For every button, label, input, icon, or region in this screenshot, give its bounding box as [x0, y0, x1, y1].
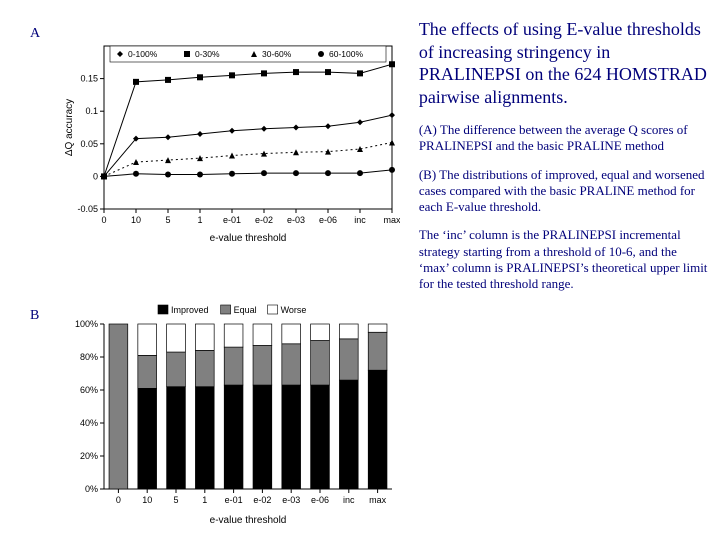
- svg-text:inc: inc: [343, 495, 355, 505]
- svg-text:0-100%: 0-100%: [128, 49, 158, 59]
- chart-b-stackedbar: 0% 20% 40% 60% 80% 100% 0 10 5 1 e-01 e-02 e-03 e-06 i…: [60, 300, 400, 525]
- svg-text:40%: 40%: [80, 418, 98, 428]
- svg-text:e-value threshold: e-value threshold: [210, 233, 287, 244]
- svg-text:0%: 0%: [85, 484, 98, 494]
- svg-text:0.15: 0.15: [80, 74, 98, 84]
- caption-b: (B) The distributions of improved, equal…: [419, 167, 708, 216]
- svg-text:e-01: e-01: [223, 215, 241, 225]
- svg-text:5: 5: [173, 495, 178, 505]
- svg-text:ΔQ accuracy: ΔQ accuracy: [64, 99, 75, 156]
- svg-text:max: max: [369, 495, 387, 505]
- svg-text:0.05: 0.05: [80, 139, 98, 149]
- caption-a: (A) The difference between the average Q…: [419, 122, 708, 155]
- svg-text:10: 10: [131, 215, 141, 225]
- svg-text:0: 0: [101, 215, 106, 225]
- svg-text:max: max: [383, 215, 400, 225]
- svg-text:e-03: e-03: [282, 495, 300, 505]
- svg-text:30-60%: 30-60%: [262, 49, 292, 59]
- caption-inc-max: The ‘inc’ column is the PRALINEPSI incre…: [419, 227, 708, 292]
- svg-text:1: 1: [197, 215, 202, 225]
- svg-text:60%: 60%: [80, 385, 98, 395]
- svg-text:0-30%: 0-30%: [195, 49, 220, 59]
- svg-text:10: 10: [142, 495, 152, 505]
- svg-text:0: 0: [93, 171, 98, 181]
- svg-text:0.1: 0.1: [85, 106, 98, 116]
- svg-text:Equal: Equal: [234, 305, 257, 315]
- svg-text:20%: 20%: [80, 451, 98, 461]
- chart-a-line: -0.0500.050.10.1501051e-01e-02e-03e-06in…: [60, 20, 400, 245]
- svg-text:100%: 100%: [75, 319, 98, 329]
- svg-text:-0.05: -0.05: [77, 204, 98, 214]
- figure-title: The effects of using E-value thresholds …: [419, 18, 708, 108]
- svg-text:e-02: e-02: [255, 215, 273, 225]
- panel-label-a: A: [30, 26, 40, 42]
- svg-text:e-02: e-02: [253, 495, 271, 505]
- svg-text:e-03: e-03: [287, 215, 305, 225]
- svg-text:inc: inc: [354, 215, 366, 225]
- svg-text:e-06: e-06: [319, 215, 337, 225]
- svg-text:Improved: Improved: [171, 305, 209, 315]
- svg-text:e-06: e-06: [311, 495, 329, 505]
- svg-text:80%: 80%: [80, 352, 98, 362]
- panel-label-b: B: [30, 308, 39, 324]
- svg-text:60-100%: 60-100%: [329, 49, 363, 59]
- svg-text:Worse: Worse: [281, 305, 307, 315]
- svg-text:1: 1: [202, 495, 207, 505]
- svg-text:0: 0: [116, 495, 121, 505]
- svg-text:5: 5: [165, 215, 170, 225]
- svg-text:e-value threshold: e-value threshold: [210, 515, 287, 525]
- svg-text:e-01: e-01: [225, 495, 243, 505]
